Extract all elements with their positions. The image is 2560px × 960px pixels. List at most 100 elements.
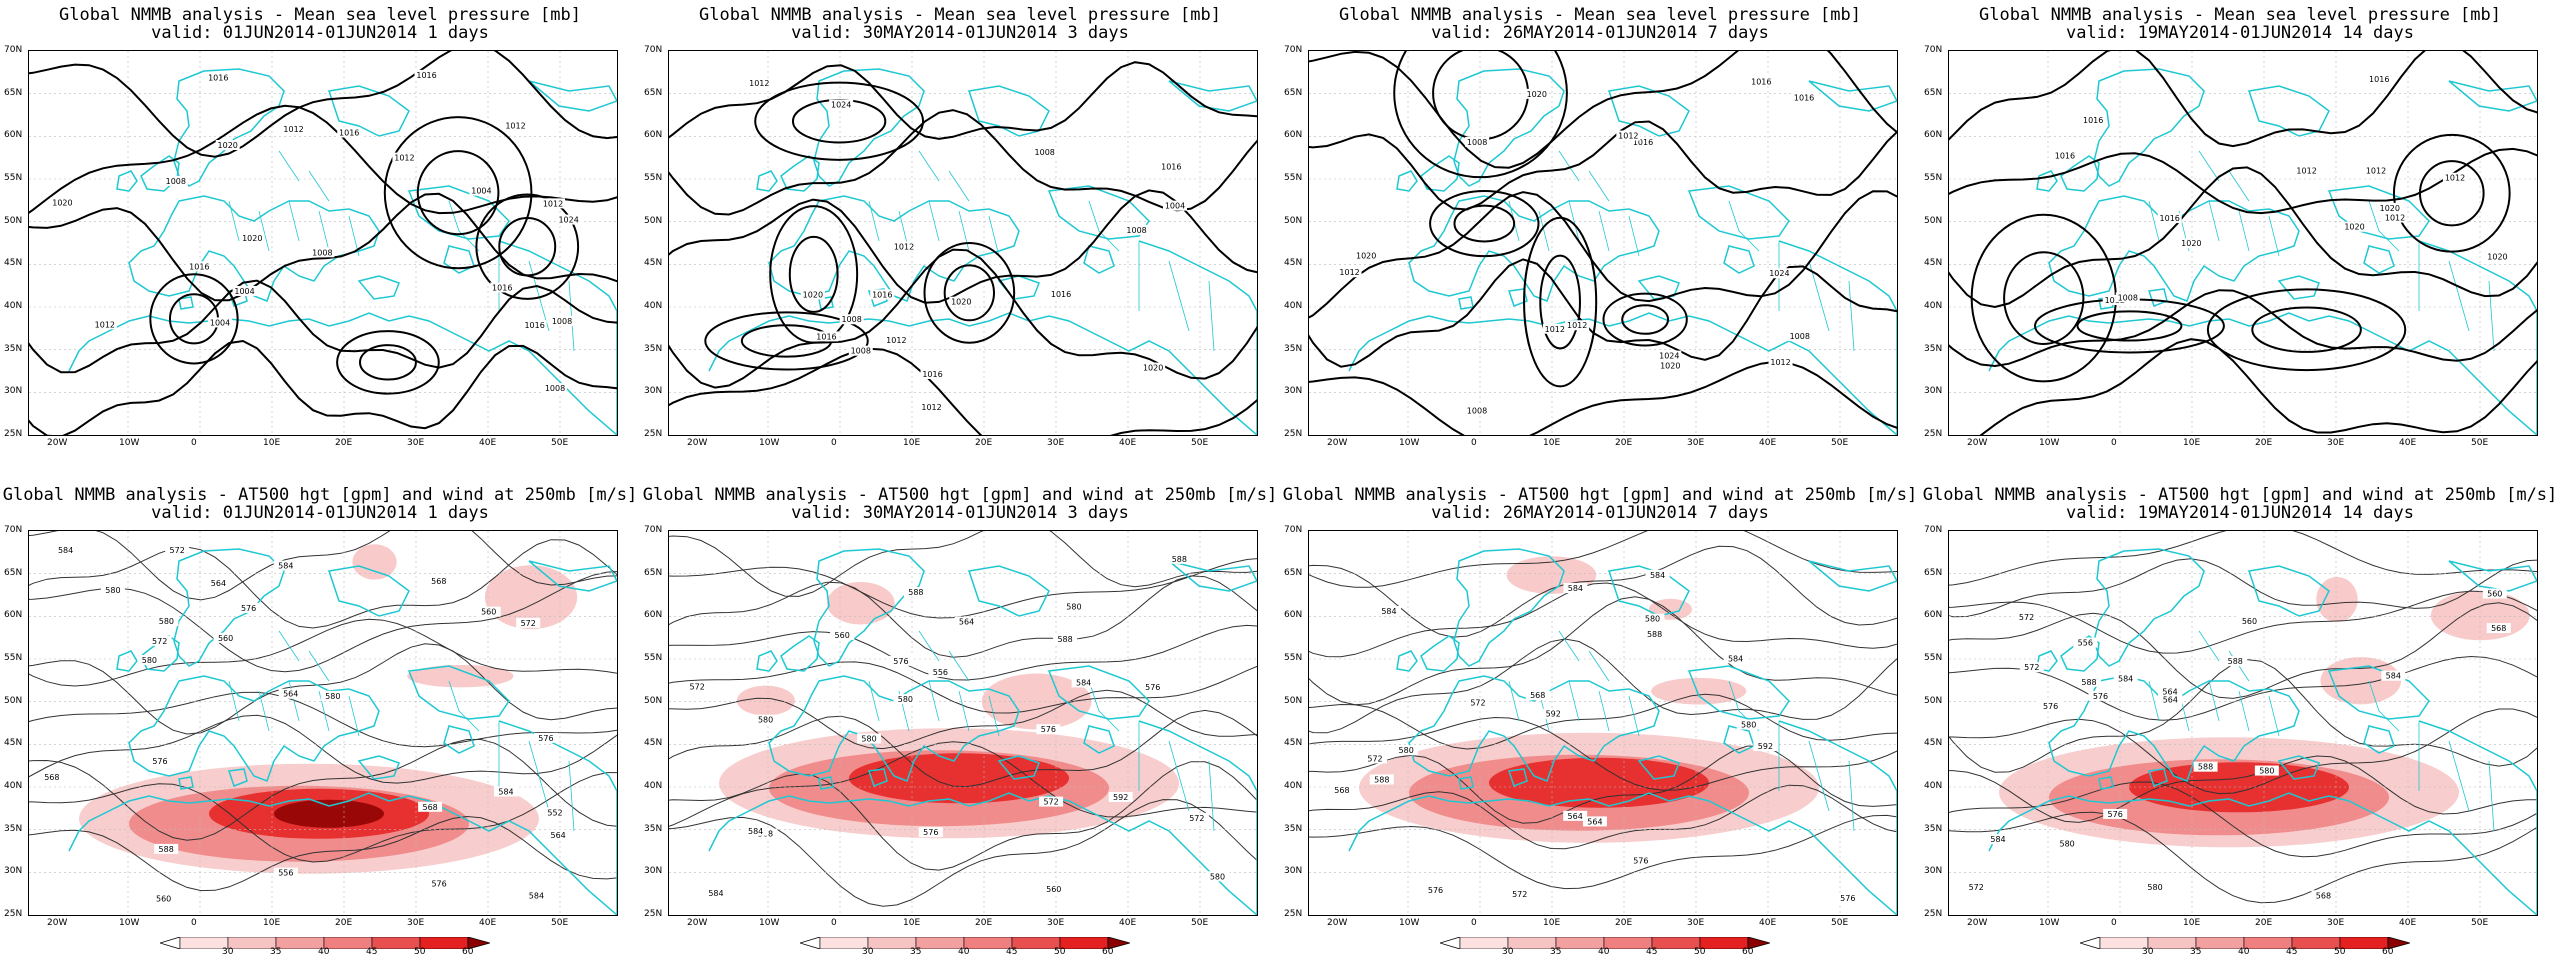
contour-label: 560 <box>156 895 171 904</box>
panel-valid-date: valid: 30MAY2014-01JUN2014 3 days <box>791 503 1129 523</box>
height-contour <box>669 661 1257 714</box>
contour-label: 1004 <box>1165 202 1185 211</box>
coastline <box>1168 560 1257 592</box>
contour-label: 1016 <box>922 370 942 379</box>
contour-label-bg <box>1337 267 1362 278</box>
coastline <box>2060 635 2100 672</box>
lat-tick-label: 45N <box>644 738 663 749</box>
lat-tick-label: 30N <box>644 866 663 877</box>
border-line <box>1848 760 1855 832</box>
contour-label-bg <box>829 99 854 110</box>
contour-label-bg <box>920 368 945 379</box>
border-line <box>1588 650 1610 682</box>
contour-label-bg <box>2381 670 2406 681</box>
coastline <box>1988 240 2537 435</box>
contour-label: 1016 <box>2369 75 2389 84</box>
lat-tick-label: 70N <box>4 45 23 55</box>
coastline <box>2327 185 2430 240</box>
contour-label: 1024 <box>558 216 578 225</box>
contour-label: 1016 <box>1161 163 1181 172</box>
coastline <box>1637 275 1680 300</box>
map-panel-4: Global NMMB analysis - Mean sea level pr… <box>1920 0 2560 480</box>
height-contour <box>29 643 617 735</box>
height-contour <box>29 618 617 687</box>
lat-tick-label: 25N <box>644 429 663 439</box>
height-contour <box>1949 708 2537 795</box>
lat-tick-label: 30N <box>1284 386 1303 397</box>
contour-label: 576 <box>241 604 256 613</box>
contour-label: 1024 <box>831 100 851 109</box>
lat-tick-label: 30N <box>1924 866 1943 877</box>
coastline <box>708 720 1257 915</box>
contour-label: 568 <box>2491 624 2506 633</box>
map-panel-8: Global NMMB analysis - AT500 hgt [gpm] a… <box>1920 480 2560 960</box>
lon-tick-label: 50E <box>2471 438 2489 448</box>
lon-tick-label: 10E <box>1543 438 1561 448</box>
contour-label-bg <box>39 771 64 782</box>
height-contour <box>29 539 617 629</box>
contour-label: 580 <box>861 734 876 743</box>
contour-label: 1008 <box>1467 406 1487 415</box>
border-line <box>528 740 550 812</box>
height-contour <box>1949 655 2537 721</box>
contour-label: 1012 <box>2385 214 2405 223</box>
height-contour <box>29 714 617 784</box>
coastline <box>1608 565 1690 617</box>
contour-label-bg <box>490 282 515 293</box>
border-line <box>2488 280 2495 352</box>
contour-label: 1020 <box>1143 364 1163 373</box>
contour-label: 1016 <box>2083 116 2103 125</box>
contour-label-bg <box>2073 637 2098 648</box>
contour-label: 584 <box>1990 835 2005 844</box>
contour-label-bg <box>1541 708 1566 719</box>
panel-title: Global NMMB analysis - Mean sea level pr… <box>1339 5 1861 25</box>
jet-shading <box>736 685 795 716</box>
coastline <box>178 776 194 790</box>
contour-label: 584 <box>1650 571 1665 580</box>
contour-label-bg <box>236 602 261 613</box>
lat-tick-label: 30N <box>4 386 23 397</box>
coastline <box>2148 768 2168 787</box>
lon-tick-label: 30E <box>2327 918 2345 928</box>
border-line <box>1628 695 1640 737</box>
lat-tick-label: 55N <box>644 173 663 183</box>
lat-tick-label: 30N <box>4 866 23 877</box>
lat-tick-label: 60N <box>644 610 663 621</box>
height-contour <box>1309 716 1897 791</box>
lat-tick-label: 45N <box>4 258 23 269</box>
border-line <box>1508 680 1520 722</box>
contour-label: 572 <box>690 683 705 692</box>
contour-label: 1016 <box>872 290 892 299</box>
contour-label: 564 <box>1568 812 1583 821</box>
colorbar-swatch <box>227 936 277 950</box>
contour-label: 1024 <box>1769 269 1789 278</box>
coastline <box>1637 755 1680 780</box>
coastline <box>1608 85 1690 137</box>
lat-tick-label: 40N <box>1924 301 1943 311</box>
contour-label-bg <box>147 635 172 646</box>
lon-tick-label: 20E <box>2255 918 2273 928</box>
contour-label: 580 <box>1399 746 1414 755</box>
lat-tick-label: 50N <box>1284 215 1303 226</box>
contour-label: 584 <box>58 546 73 555</box>
lat-tick-label: 30N <box>1924 386 1943 397</box>
lat-tick-label: 45N <box>1924 258 1943 269</box>
colorbar-swatch <box>2243 936 2293 950</box>
jet-shading <box>2316 576 2358 623</box>
contour-label-bg <box>2363 165 2388 176</box>
colorbar-swatch <box>1555 936 1605 950</box>
lon-tick-label: 20W <box>1327 438 1348 448</box>
colorbar-label: 35 <box>910 947 922 957</box>
lon-tick-label: 40E <box>1759 918 1777 928</box>
border-line <box>948 170 970 202</box>
contour-label-bg <box>1768 357 1793 368</box>
colorbar-label: 40 <box>318 947 330 957</box>
lat-tick-label: 60N <box>1924 130 1943 141</box>
coastline <box>1508 768 1528 787</box>
contour-label-bg <box>2237 615 2262 626</box>
contour-label: 1012 <box>2366 166 2386 175</box>
contour-label: 1020 <box>2344 223 2364 232</box>
lon-tick-label: 20W <box>687 438 708 448</box>
contour-label-bg <box>414 69 439 80</box>
